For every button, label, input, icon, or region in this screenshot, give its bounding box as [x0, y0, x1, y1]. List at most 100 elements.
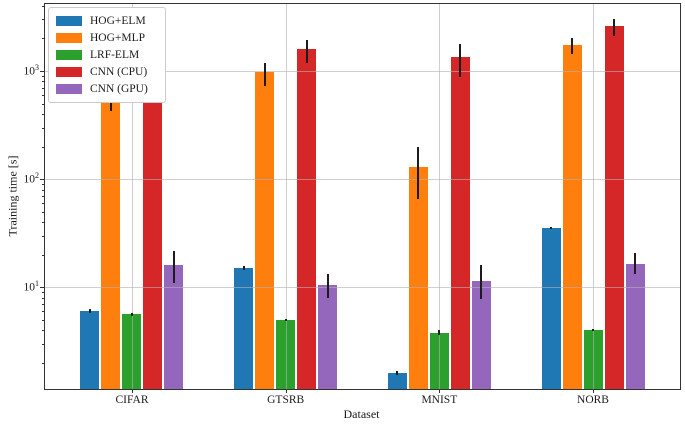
bar-hog-elm-norb: [541, 228, 561, 389]
y-minor-tick: [42, 203, 45, 205]
y-minor-tick: [42, 103, 45, 105]
lrf-elm-swatch-icon: [56, 49, 82, 60]
bar-hog-mlp-mnist: [408, 166, 428, 389]
legend-label-lrf-elm: LRF-ELM: [90, 48, 140, 61]
y-minor-tick: [42, 297, 45, 299]
bar-hog-elm-gtsrb: [234, 268, 254, 389]
x-tick: [131, 389, 133, 393]
y-minor-tick: [42, 87, 45, 89]
error-bar-cnn-cpu-mnist: [459, 43, 462, 77]
error-bar-hog-mlp-norb: [571, 37, 573, 54]
bar-hog-mlp-gtsrb: [255, 71, 275, 389]
y-minor-tick: [42, 75, 45, 77]
legend-item-lrf-elm: LRF-ELM: [56, 49, 155, 61]
error-bar-lrf-elm-gtsrb: [284, 318, 287, 321]
y-minor-tick: [42, 114, 45, 115]
y-axis-label: Training time [s]: [5, 155, 20, 237]
error-bar-hog-elm-cifar: [88, 308, 91, 314]
y-minor-tick: [42, 38, 45, 40]
bar-cnn-gpu-gtsrb: [318, 284, 338, 389]
bar-cnn-gpu-mnist: [471, 280, 491, 389]
y-gridline: [45, 287, 680, 289]
legend-label-cnn-cpu: CNN (CPU): [90, 65, 148, 78]
bar-cnn-cpu-gtsrb: [297, 48, 317, 389]
bar-hog-mlp-norb: [562, 44, 582, 389]
y-minor-tick: [42, 254, 45, 256]
legend-item-cnn-cpu: CNN (CPU): [56, 66, 155, 78]
legend-item-cnn-gpu: CNN (GPU): [56, 83, 155, 95]
bar-cnn-gpu-norb: [625, 263, 645, 389]
y-minor-tick: [42, 189, 45, 191]
legend-label-hog-mlp: HOG+MLP: [90, 32, 146, 45]
legend-label-cnn-gpu: CNN (GPU): [90, 82, 148, 95]
x-gridline: [439, 4, 441, 389]
bar-cnn-gpu-cifar: [164, 265, 184, 389]
y-major-tick: [40, 71, 45, 72]
legend-item-hog-elm: HOG+ELM: [56, 15, 155, 27]
bar-hog-mlp-cifar: [101, 102, 121, 389]
bar-cnn-cpu-norb: [604, 26, 624, 389]
hog-elm-swatch-icon: [56, 16, 82, 27]
y-minor-tick: [42, 211, 45, 213]
x-tick: [285, 389, 287, 393]
y-minor-tick: [42, 330, 45, 332]
y-minor-tick: [42, 94, 45, 96]
y-gridline: [45, 71, 680, 72]
error-bar-lrf-elm-cifar: [130, 313, 133, 316]
legend-label-hog-elm: HOG+ELM: [90, 15, 146, 28]
plot-area: 101 102 103 CIFAR GTSRB MNIST NORB: [24, 3, 681, 406]
x-tick-label-norb: NORB: [577, 394, 609, 406]
x-tick-label-mnist: MNIST: [421, 394, 458, 406]
hog-mlp-swatch-icon: [56, 33, 82, 44]
x-tick-label-cifar: CIFAR: [115, 394, 149, 406]
error-bar-hog-mlp-mnist: [417, 146, 420, 199]
y-minor-tick: [42, 183, 45, 185]
y-tick-exponent: 2: [35, 170, 39, 180]
x-axis-label: Dataset: [343, 407, 380, 421]
bar-cnn-cpu-mnist: [450, 56, 470, 389]
error-bar-cnn-cpu-gtsrb: [305, 39, 308, 64]
cnn-cpu-swatch-icon: [56, 66, 82, 77]
x-gridline: [285, 4, 287, 389]
error-bar-hog-elm-mnist: [396, 370, 399, 376]
y-minor-tick: [42, 362, 45, 364]
y-minor-tick: [42, 81, 45, 83]
y-tick-label: 102: [23, 170, 40, 186]
y-major-tick: [40, 179, 45, 181]
error-bar-cnn-gpu-gtsrb: [326, 274, 329, 298]
bar-hog-elm-mnist: [387, 373, 407, 389]
x-tick-label-gtsrb: GTSRB: [267, 394, 305, 406]
x-gridline: [131, 4, 133, 389]
x-tick: [439, 389, 441, 393]
y-minor-tick: [42, 146, 45, 148]
y-minor-tick: [42, 127, 45, 129]
y-minor-tick: [42, 343, 45, 345]
error-bar-cnn-gpu-norb: [634, 253, 636, 275]
error-bar-hog-mlp-gtsrb: [263, 63, 266, 86]
y-tick-exponent: 3: [35, 62, 39, 72]
y-minor-tick: [42, 303, 45, 305]
y-minor-tick: [42, 5, 45, 7]
error-bar-cnn-gpu-mnist: [480, 265, 483, 299]
error-bar-lrf-elm-mnist: [438, 330, 441, 336]
y-minor-tick: [42, 292, 45, 294]
error-bar-hog-elm-gtsrb: [242, 266, 245, 270]
y-minor-tick: [42, 222, 45, 224]
error-bar-hog-elm-norb: [550, 227, 552, 230]
x-gridline: [593, 4, 594, 389]
y-minor-tick: [42, 19, 45, 21]
y-tick-label: 103: [23, 62, 40, 78]
y-minor-tick: [42, 235, 45, 237]
error-bar-cnn-gpu-cifar: [172, 251, 175, 283]
error-bar-cnn-cpu-norb: [613, 19, 615, 37]
y-minor-tick: [42, 195, 45, 197]
y-gridline: [45, 179, 680, 181]
y-tick-exponent: 1: [35, 278, 39, 288]
legend: HOG+ELM HOG+MLP LRF-ELM CNN (CPU) CNN (GPU): [48, 7, 166, 103]
legend-item-hog-mlp: HOG+MLP: [56, 32, 155, 44]
bar-hog-elm-cifar: [80, 311, 100, 389]
y-minor-tick: [42, 319, 45, 321]
cnn-gpu-swatch-icon: [56, 83, 82, 94]
y-minor-tick: [42, 311, 45, 313]
